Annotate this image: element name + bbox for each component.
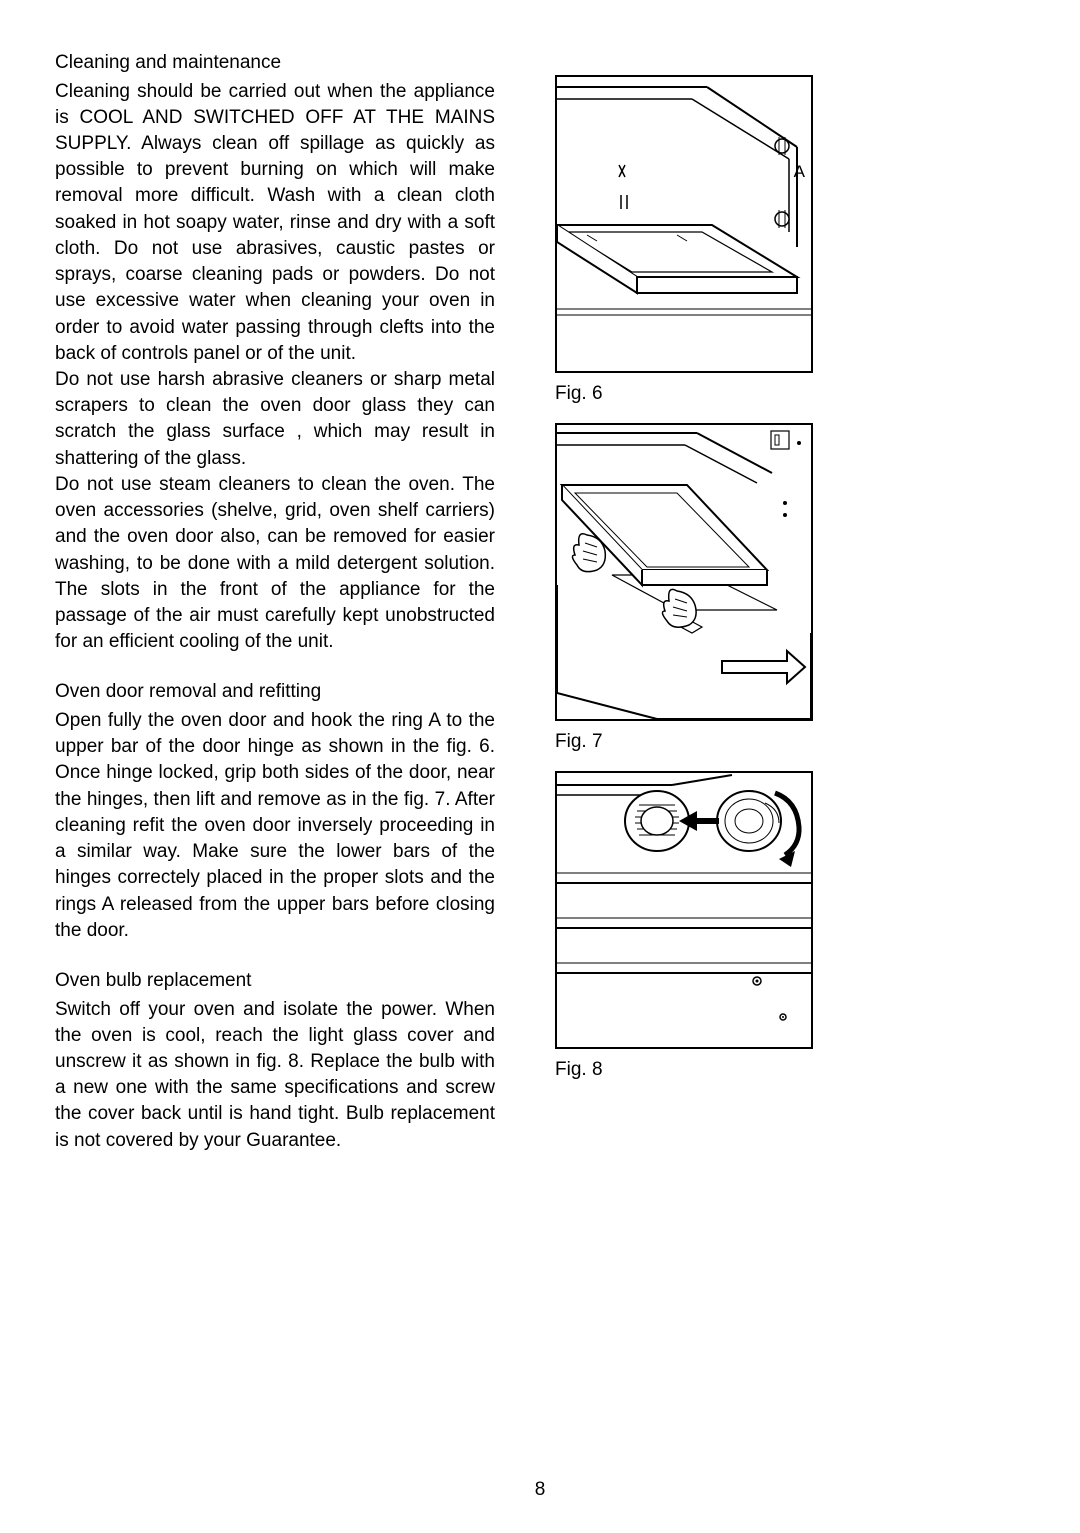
cleaning-body-2: Do not use harsh abrasive cleaners or sh… <box>55 367 495 472</box>
door-removal-body: Open fully the oven door and hook the ri… <box>55 708 495 944</box>
figure-6-caption: Fig. 6 <box>555 383 855 405</box>
cleaning-heading: Cleaning and maintenance <box>55 50 495 77</box>
figure-column: A Fig. 6 <box>545 50 855 1154</box>
bulb-replacement-body: Switch off your oven and isolate the pow… <box>55 997 495 1154</box>
figure-8-diagram <box>557 773 811 1047</box>
figure-6-box: A <box>555 75 813 373</box>
cleaning-body-1: Cleaning should be carried out when the … <box>55 79 495 367</box>
figure-8-caption: Fig. 8 <box>555 1059 855 1081</box>
figure-6-annotation: A <box>794 162 805 182</box>
figure-7-diagram <box>557 425 811 719</box>
page-number: 8 <box>0 1479 1080 1501</box>
door-removal-heading: Oven door removal and refitting <box>55 679 495 706</box>
figure-7-box <box>555 423 813 721</box>
text-column: Cleaning and maintenance Cleaning should… <box>55 50 495 1154</box>
cleaning-body-3: Do not use steam cleaners to clean the o… <box>55 472 495 656</box>
figure-8-box <box>555 771 813 1049</box>
figure-7-caption: Fig. 7 <box>555 731 855 753</box>
bulb-replacement-heading: Oven bulb replacement <box>55 968 495 995</box>
figure-6-diagram <box>557 77 811 371</box>
